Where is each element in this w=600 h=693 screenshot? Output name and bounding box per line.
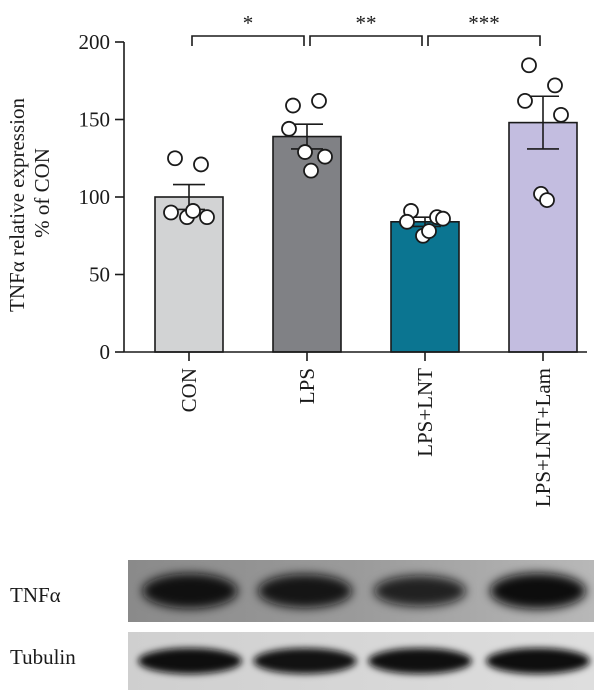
blot-band <box>142 573 238 609</box>
y-tick-label: 50 <box>89 263 110 287</box>
bar <box>390 221 460 353</box>
significance-label: ** <box>356 11 377 35</box>
data-point <box>399 213 415 230</box>
x-tick-label: LPS+LNT <box>413 368 437 457</box>
data-point <box>521 57 537 74</box>
data-point <box>311 93 327 109</box>
western-blot-tnf-image <box>128 560 594 622</box>
data-point <box>285 97 301 114</box>
x-tick-label: LPS <box>295 368 319 404</box>
y-tick-label: 200 <box>79 30 111 54</box>
data-point <box>435 210 451 227</box>
data-point <box>199 209 215 226</box>
western-blot-tubulin-image <box>128 632 594 690</box>
blot-label-tnf: TNFα <box>10 583 61 608</box>
bar-chart: 0 50 100 150 200 TNFα relative expression% of… <box>5 11 587 507</box>
data-point <box>163 204 179 221</box>
data-point <box>539 192 555 209</box>
data-point <box>517 93 533 109</box>
data-point <box>167 150 183 167</box>
blot-label-tnf-text: TNFα <box>10 583 61 607</box>
blot-label-tubulin-text: Tubulin <box>10 645 76 669</box>
western-blot-tnf <box>128 560 594 622</box>
bar <box>508 121 578 353</box>
data-point <box>553 106 569 123</box>
data-point <box>421 223 437 240</box>
significance-bracket <box>427 35 541 46</box>
blot-label-tubulin: Tubulin <box>10 645 76 670</box>
y-tick-label: 100 <box>79 185 111 209</box>
y-tick-label: 0 <box>100 340 111 364</box>
y-axis-label-line2: % of CON <box>30 148 54 238</box>
significance-bracket <box>309 35 423 46</box>
y-tick-label: 150 <box>79 108 111 132</box>
western-blot-tubulin <box>128 632 594 690</box>
blot-band <box>490 573 586 609</box>
data-point <box>303 162 319 179</box>
significance-label: * <box>243 11 254 35</box>
y-axis-label-line1: TNFα relative expression <box>5 98 29 312</box>
data-point <box>317 148 333 165</box>
x-tick-label: LPS+LNT+Lam <box>531 368 555 507</box>
data-point <box>547 77 563 94</box>
x-tick-label: CON <box>177 368 201 412</box>
blot-band <box>374 575 466 607</box>
significance-label: *** <box>468 11 500 35</box>
data-point <box>185 203 201 219</box>
data-point <box>193 156 209 173</box>
blot-band <box>486 648 590 674</box>
blot-band <box>253 648 357 674</box>
blot-band <box>138 648 242 674</box>
blot-band <box>368 648 472 674</box>
data-point <box>297 144 313 160</box>
blot-band <box>257 574 353 608</box>
significance-bracket <box>191 35 305 46</box>
data-point <box>281 120 297 137</box>
